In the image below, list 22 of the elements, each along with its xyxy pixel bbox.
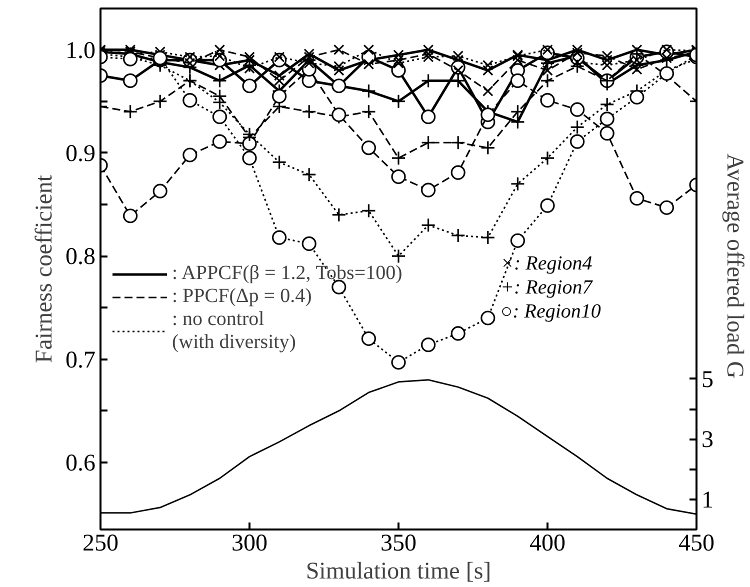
x-tick-label: 300 xyxy=(232,530,268,556)
y-tick-label: 0.8 xyxy=(66,244,96,270)
y2-tick-label: 5 xyxy=(702,366,714,393)
annotation: ○: Region10 xyxy=(500,300,601,322)
x-axis-title: Simulation time [s] xyxy=(306,558,492,584)
y-tick-label: 1.0 xyxy=(66,38,96,64)
annotation: : no control (with diversity) xyxy=(172,308,296,354)
annotation: +: Region7 xyxy=(500,276,594,298)
annotation: : APPCF(β = 1.2, Tobs=100) xyxy=(172,262,402,285)
x-tick-label: 250 xyxy=(82,530,118,556)
y-tick-label: 0.9 xyxy=(66,140,96,167)
y2-tick-label: 3 xyxy=(702,427,714,454)
x-tick-label: 400 xyxy=(530,530,566,556)
y-tick-label: 0.6 xyxy=(66,450,96,476)
x-tick-label: 450 xyxy=(678,530,714,556)
y-axis-title: Fairness coefficient xyxy=(32,174,58,364)
y-tick-label: 0.7 xyxy=(66,347,96,374)
annotation: : PPCF(Δp = 0.4) xyxy=(172,285,312,308)
y2-tick-label: 1 xyxy=(702,487,714,514)
annotation: ×: Region4 xyxy=(500,252,592,274)
y2-axis-title: Average offered load G xyxy=(722,154,748,378)
x-tick-label: 350 xyxy=(380,530,416,556)
